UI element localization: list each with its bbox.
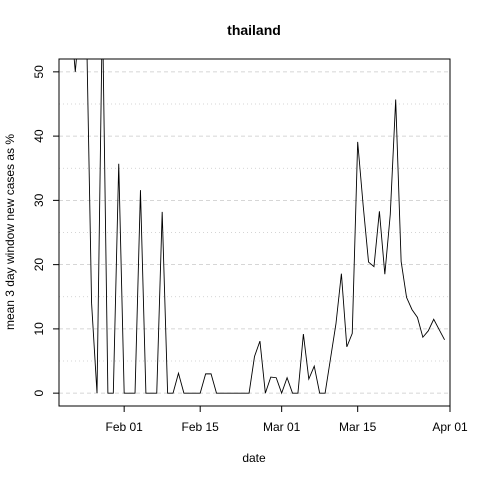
y-tick-label-3: 30 <box>32 193 46 207</box>
x-tick-label-3: Mar 15 <box>339 420 377 434</box>
x-axis: Feb 01 Feb 15 Mar 01 Mar 15 Apr 01 <box>105 405 468 434</box>
grid-layer <box>59 71 450 394</box>
y-tick-label-2: 20 <box>32 258 46 272</box>
series-line-0 <box>73 59 445 395</box>
series-layer <box>73 59 445 395</box>
x-tick-label-4: Apr 01 <box>432 420 468 434</box>
x-axis-label: date <box>242 451 266 465</box>
y-tick-label-5: 50 <box>32 65 46 79</box>
x-tick-label-2: Mar 01 <box>263 420 301 434</box>
y-tick-label-1: 10 <box>32 322 46 336</box>
y-tick-label-0: 0 <box>32 389 46 396</box>
x-tick-label-1: Feb 15 <box>182 420 220 434</box>
y-axis: 0 10 20 30 40 50 <box>32 65 59 396</box>
y-axis-label: mean 3 day window new cases as % <box>3 134 17 330</box>
x-tick-label-0: Feb 01 <box>105 420 143 434</box>
y-tick-label-4: 40 <box>32 129 46 143</box>
chart-title: thailand <box>227 22 281 38</box>
